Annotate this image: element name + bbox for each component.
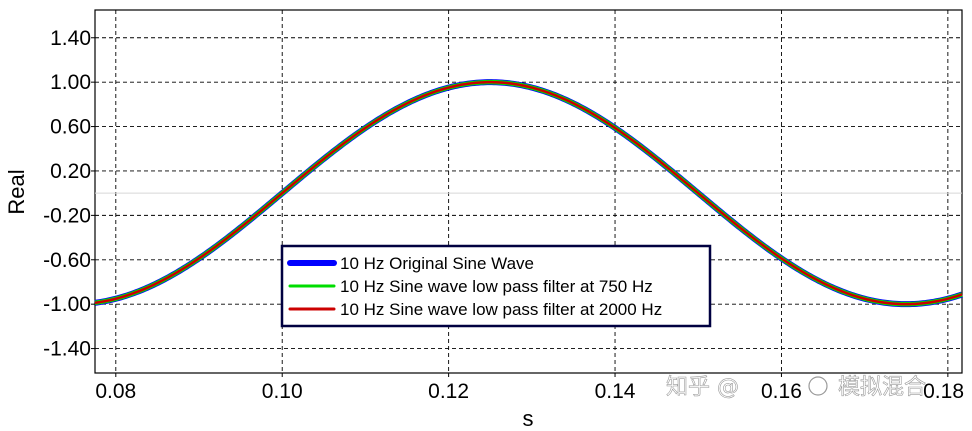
watermark-logo-icon: [808, 376, 828, 396]
y-axis-ticks: 1.40 1.00 0.60 0.20 -0.20 -0.60 -1.00 -1.40: [43, 27, 95, 361]
legend-entry-label: 10 Hz Sine wave low pass filter at 750 H…: [340, 277, 653, 296]
grid: [95, 10, 962, 373]
legend-box: [280, 244, 712, 328]
y-tick-label: 1.40: [50, 27, 91, 50]
x-axis-ticks: 0.08 0.10 0.12 0.14 0.16 0.18: [95, 373, 964, 403]
y-tick-label: 0.60: [50, 116, 91, 139]
watermark-text-left: 知乎 @: [666, 375, 739, 400]
x-tick-label: 0.08: [95, 380, 136, 403]
watermark-text-right: 模拟混合: [838, 375, 926, 400]
legend-entry-label: 10 Hz Original Sine Wave: [340, 254, 534, 273]
x-axis-label: s: [523, 406, 534, 431]
legend: 10 Hz Original Sine Wave 10 Hz Sine wave …: [280, 244, 712, 328]
legend-entry-label: 10 Hz Sine wave low pass filter at 2000 …: [340, 300, 662, 319]
series-lines: [94, 79, 963, 308]
series-line: [94, 80, 963, 306]
x-tick-label: 0.14: [595, 380, 636, 403]
y-tick-label: -0.60: [43, 249, 91, 272]
x-tick-label: 0.18: [923, 380, 964, 403]
y-tick-label: 1.00: [50, 71, 91, 94]
watermark: 知乎 @ 模拟混合: [666, 375, 927, 401]
x-tick-label: 0.16: [761, 380, 802, 403]
y-tick-label: -1.40: [43, 338, 91, 361]
y-tick-label: -1.00: [43, 293, 91, 316]
y-tick-label: -0.20: [43, 204, 91, 227]
y-tick-label: 0.20: [50, 160, 91, 183]
y-axis-label: Real: [4, 169, 29, 214]
x-tick-label: 0.12: [428, 380, 469, 403]
x-tick-label: 0.10: [262, 380, 303, 403]
